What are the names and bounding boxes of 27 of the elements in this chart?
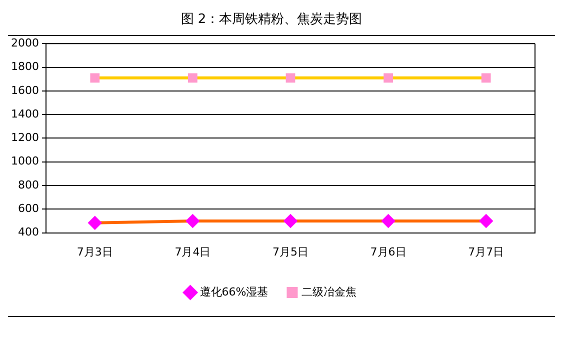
y-tick-label: 600 [18,202,39,216]
y-tick-label: 400 [18,226,39,239]
x-tick-label: 7月7日 [468,245,504,258]
y-tick-label: 1200 [10,131,39,144]
y-tick-label: 2000 [10,36,39,50]
point [382,214,395,228]
point [384,73,393,83]
x-tick-label: 7月6日 [370,245,406,258]
point [188,73,198,83]
chart-title: 图 2：本周铁精粉、焦炭走势图 [180,12,362,28]
point [186,214,200,228]
legend-label: 遵化66%湿基 [200,285,268,298]
point [480,214,493,228]
point [284,214,297,228]
x-tick-label: 7月3日 [76,245,113,258]
point [481,73,491,83]
x-tick-label: 7月4日 [174,245,211,258]
point [90,73,100,83]
x-tick-label: 7月5日 [272,245,308,258]
point [286,73,296,83]
legend-label: 二级冶金焦 [302,285,357,298]
y-tick-label: 1800 [10,60,39,74]
y-tick-label: 1000 [10,154,39,168]
y-tick-label: 1600 [10,84,39,97]
y-tick-label: 1400 [10,107,39,120]
y-tick-label: 800 [18,178,39,192]
point [88,216,102,230]
